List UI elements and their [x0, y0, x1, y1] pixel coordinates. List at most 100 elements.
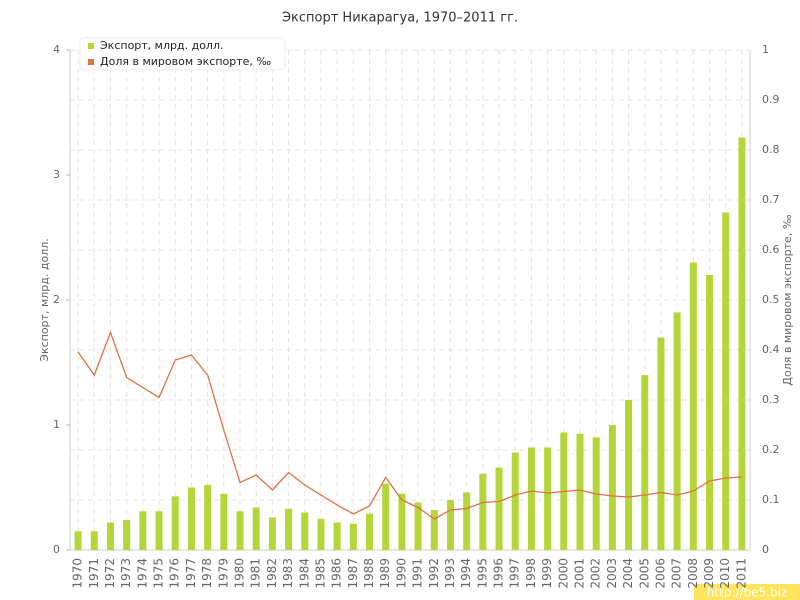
y-tick-label: 4: [53, 43, 60, 56]
bar: [301, 512, 309, 550]
y2-tick-label: 0.6: [762, 243, 780, 256]
x-tick-label: 1997: [508, 558, 522, 589]
bar: [576, 433, 584, 550]
x-tick-label: 1970: [71, 558, 85, 589]
x-tick-label: 1972: [103, 558, 117, 589]
chart-title: Экспорт Никарагуа, 1970–2011 гг.: [282, 11, 518, 26]
y2-tick-label: 0.1: [762, 493, 780, 506]
bar: [657, 337, 665, 550]
bar: [106, 522, 114, 550]
x-tick-label: 2007: [670, 558, 684, 589]
y2-tick-label: 0.3: [762, 393, 780, 406]
x-tick-label: 2011: [734, 558, 748, 589]
bar: [171, 496, 179, 550]
y-tick-label: 0: [53, 543, 60, 556]
bar: [220, 493, 228, 550]
bar: [90, 531, 98, 550]
bar: [333, 522, 341, 550]
bar: [544, 447, 552, 550]
bar: [689, 262, 697, 550]
x-tick-label: 1984: [297, 558, 311, 589]
x-tick-label: 1998: [524, 558, 538, 589]
x-tick-label: 1988: [362, 558, 376, 589]
legend-marker: [88, 43, 94, 49]
x-tick-label: 1977: [184, 558, 198, 589]
x-tick-label: 1976: [168, 558, 182, 589]
x-tick-label: 2010: [718, 558, 732, 589]
y-tick-label: 2: [53, 293, 60, 306]
bar: [317, 518, 325, 550]
bar: [204, 485, 212, 550]
y2-tick-label: 0.7: [762, 193, 780, 206]
bar: [414, 502, 422, 550]
y2-tick-label: 0.4: [762, 343, 780, 356]
bar: [398, 493, 406, 550]
bar: [479, 473, 487, 550]
x-tick-label: 1975: [152, 558, 166, 589]
x-tick-label: 1985: [313, 558, 327, 589]
y2-tick-label: 1: [762, 43, 769, 56]
x-tick-label: 1986: [330, 558, 344, 589]
x-tick-label: 2008: [686, 558, 700, 589]
bar: [268, 517, 276, 550]
bar: [706, 275, 714, 550]
x-tick-label: 2005: [637, 558, 651, 589]
x-tick-label: 2004: [621, 558, 635, 589]
x-tick-label: 1993: [443, 558, 457, 589]
bar: [673, 312, 681, 550]
y2-tick-label: 0.9: [762, 93, 780, 106]
x-tick-label: 1981: [249, 558, 263, 589]
x-tick-label: 1978: [200, 558, 214, 589]
x-tick-label: 1989: [378, 558, 392, 589]
bar: [738, 137, 746, 550]
watermark: http://be5.biz: [707, 586, 787, 600]
x-tick-label: 1974: [135, 558, 149, 589]
x-tick-label: 1999: [540, 558, 554, 589]
x-tick-label: 1982: [265, 558, 279, 589]
bar: [366, 513, 374, 550]
legend-label: Экспорт, млрд. долл.: [100, 39, 223, 52]
x-tick-label: 2009: [702, 558, 716, 589]
bar: [123, 520, 131, 550]
x-tick-label: 1995: [475, 558, 489, 589]
x-tick-label: 1996: [492, 558, 506, 589]
bar: [625, 400, 633, 550]
y-axis-label: Экспорт, млрд. долл.: [38, 238, 51, 361]
bar: [495, 467, 503, 550]
x-tick-label: 1971: [87, 558, 101, 589]
y-tick-label: 3: [53, 168, 60, 181]
bar: [641, 375, 649, 550]
x-tick-label: 2003: [605, 558, 619, 589]
legend-marker: [88, 59, 94, 65]
x-tick-label: 1980: [233, 558, 247, 589]
bar: [236, 511, 244, 550]
y2-tick-label: 0.8: [762, 143, 780, 156]
x-tick-label: 1979: [216, 558, 230, 589]
y-tick-label: 1: [53, 418, 60, 431]
x-tick-label: 1987: [346, 558, 360, 589]
bar: [285, 508, 293, 550]
x-tick-label: 1992: [427, 558, 441, 589]
legend-label: Доля в мировом экспорте, ‰: [100, 55, 271, 68]
x-tick-label: 2001: [573, 558, 587, 589]
y2-tick-label: 0: [762, 543, 769, 556]
bar: [527, 447, 535, 550]
watermark-bg: [694, 584, 800, 600]
y2-axis-label: Доля в мировом экспорте, ‰: [781, 214, 794, 385]
bar: [608, 425, 616, 550]
x-tick-label: 2002: [589, 558, 603, 589]
x-tick-label: 1990: [394, 558, 408, 589]
x-tick-label: 1983: [281, 558, 295, 589]
x-tick-label: 2000: [556, 558, 570, 589]
bar: [74, 531, 82, 550]
y2-tick-label: 0.5: [762, 293, 780, 306]
bar: [187, 487, 195, 550]
bar: [139, 511, 147, 550]
bar: [430, 510, 438, 550]
bar: [722, 212, 730, 550]
bar: [349, 523, 357, 550]
bar: [252, 507, 260, 550]
bar: [382, 483, 390, 550]
bar: [463, 492, 471, 550]
